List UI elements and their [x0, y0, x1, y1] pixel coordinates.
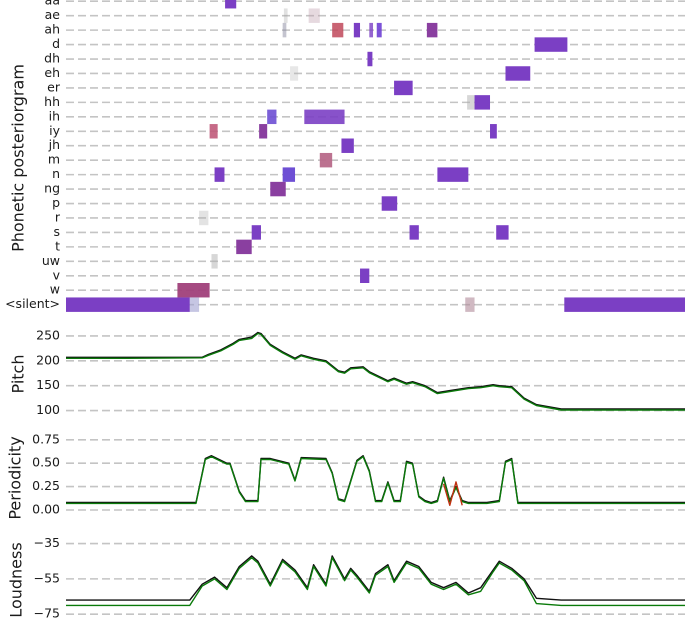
posterior-cell: [426, 22, 438, 38]
posterior-cell: [376, 22, 382, 38]
phoneme-tick-label: s: [53, 224, 60, 239]
y-tick-label: 0.00: [32, 502, 60, 517]
posterior-cell: [209, 124, 218, 139]
series-line: [66, 331, 685, 410]
posterior-cell: [304, 109, 345, 125]
periodicity-panel: 0.00 0.25 0.50 0.75 Periodicity: [6, 431, 685, 520]
phoneme-tick-label: r: [55, 209, 61, 224]
posterior-cell: [282, 22, 287, 38]
posterior-cell: [308, 8, 320, 23]
posterior-cell: [259, 124, 268, 139]
phoneme-tick-label: v: [53, 267, 61, 282]
posterior-cell: [505, 66, 531, 81]
y-tick-label: −55: [34, 570, 60, 585]
phoneme-tick-label: jh: [48, 137, 60, 152]
posterior-cell: [467, 95, 475, 110]
posterior-cell: [66, 297, 190, 312]
y-tick-label: 250: [36, 327, 60, 342]
loudness-y-axis-label: Loudness: [7, 542, 26, 617]
phoneme-tick-label: w: [50, 282, 60, 297]
phoneme-tick-label: dh: [44, 51, 60, 66]
posterior-cell: [225, 0, 237, 9]
posterior-cell: [282, 167, 296, 182]
phoneme-tick-label: t: [55, 238, 60, 253]
posterior-cell: [319, 152, 333, 168]
phoneme-tick-label: eh: [44, 65, 60, 80]
posterior-cell: [332, 22, 344, 38]
posterior-cell: [199, 210, 209, 226]
posterior-cell: [189, 297, 200, 312]
posterior-cell: [465, 297, 475, 312]
phoneme-tick-label: hh: [44, 94, 60, 109]
posterior-cell: [490, 124, 497, 139]
posterior-cell: [496, 225, 509, 240]
posterior-cell: [353, 22, 361, 38]
phoneme-tick-label: ng: [44, 181, 60, 196]
phoneme-tick-label: p: [52, 195, 60, 210]
posterior-cell: [214, 167, 225, 182]
phoneme-tick-label: m: [48, 152, 60, 167]
periodicity-y-axis-label: Periodicity: [6, 436, 25, 519]
phoneme-tick-label: <silent>: [5, 296, 60, 311]
y-tick-label: 200: [36, 352, 60, 367]
posterior-cell: [437, 167, 469, 182]
posterior-cell: [251, 225, 261, 240]
y-tick-label: 0.75: [32, 431, 60, 446]
y-tick-label: −35: [34, 535, 60, 550]
phonetic-posteriorgram-panel: aaaeahddheherhhihiyjhmnngprstuwvw<silent…: [5, 0, 685, 312]
y-tick-label: 0.25: [32, 478, 60, 493]
phoneme-tick-label: d: [52, 36, 60, 51]
y-tick-label: 0.50: [32, 455, 60, 470]
phoneme-tick-label: uw: [42, 253, 60, 268]
posterior-cell: [564, 297, 685, 312]
series-line: [66, 555, 685, 601]
y-tick-label: 150: [36, 377, 60, 392]
series-line: [66, 455, 685, 504]
posterior-cell: [534, 37, 568, 52]
phoneme-tick-label: iy: [49, 123, 60, 138]
pitch-panel: 100 150 200 250 Pitch: [9, 327, 685, 417]
posterior-cell: [177, 283, 210, 298]
loudness-panel: −75 −55 −35 Loudness: [7, 535, 685, 621]
y-tick-label: 100: [36, 402, 60, 417]
posterior-cell: [394, 80, 413, 96]
phoneme-tick-label: ae: [45, 7, 61, 22]
posterior-cell: [267, 109, 277, 125]
posterior-cell: [236, 239, 252, 255]
posterior-cell: [341, 138, 354, 153]
series-line: [66, 332, 685, 411]
posterior-cell: [360, 268, 370, 283]
pitch-y-axis-label: Pitch: [9, 355, 28, 394]
posterior-cell: [211, 254, 218, 269]
posterior-cell: [290, 66, 299, 81]
series-line: [66, 557, 685, 607]
posterior-cell: [367, 51, 373, 67]
phoneme-tick-label: ih: [49, 108, 60, 123]
posterior-cell: [381, 196, 398, 211]
phoneme-tick-label: ah: [44, 22, 60, 37]
phoneme-tick-label: n: [52, 166, 60, 181]
y-tick-label: −75: [34, 606, 60, 621]
posterior-cell: [270, 181, 286, 197]
series-line: [66, 456, 685, 505]
phoneme-tick-label: er: [47, 79, 61, 94]
posterior-cell: [283, 8, 288, 23]
posterior-cell: [474, 95, 491, 110]
posterior-cell: [369, 22, 374, 38]
phonetic-y-axis-label: Phonetic posteriorgram: [9, 64, 28, 252]
posterior-cell: [409, 225, 419, 240]
series-line: [442, 481, 463, 506]
phoneme-tick-label: aa: [45, 0, 60, 8]
